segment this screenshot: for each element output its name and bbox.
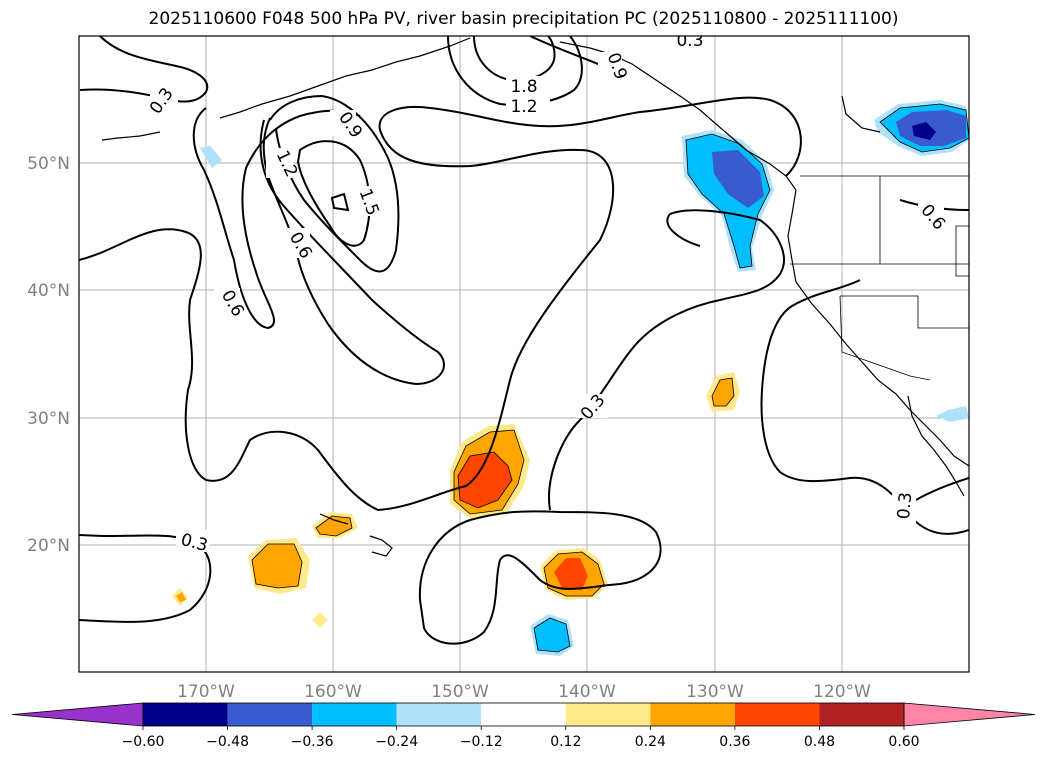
colorbar-bin xyxy=(819,703,904,726)
lon-tick-170w: 170°W xyxy=(177,682,235,702)
lon-tick-130w: 130°W xyxy=(686,682,744,702)
political-borders xyxy=(790,175,969,381)
colorbar-tick-label: 0.24 xyxy=(635,734,666,750)
colorbar-bin xyxy=(481,703,566,726)
map-background xyxy=(79,36,969,672)
contour-label-0-3-se: 0.3 xyxy=(894,491,916,520)
lon-tick-160w: 160°W xyxy=(304,682,362,702)
lat-tick-50n: 50°N xyxy=(27,154,70,174)
contour-label-0-3-top: 0.3 xyxy=(676,31,703,51)
colorbar-bin xyxy=(143,703,228,726)
colorbar-bin xyxy=(227,703,313,726)
map-title: 2025110600 F048 500 hPa PV, river basin … xyxy=(148,9,899,29)
contour-label-1-8: 1.8 xyxy=(510,77,537,97)
lon-tick-120w: 120°W xyxy=(813,682,871,702)
precip-positive-shading xyxy=(172,372,740,628)
colorbar-tick-label: −0.24 xyxy=(375,734,418,750)
pv-contours xyxy=(79,36,969,645)
colorbar-frame xyxy=(142,702,905,727)
colorbar-tick-label: −0.12 xyxy=(460,734,503,750)
coastlines xyxy=(101,37,969,557)
colorbar-tick-label: −0.48 xyxy=(206,734,249,750)
lat-tick-30n: 30°N xyxy=(27,409,70,429)
colorbar-bin xyxy=(650,703,735,726)
colorbar-tick-label: 0.60 xyxy=(888,734,919,750)
map-frame xyxy=(78,35,970,673)
colorbar-tick-label: 0.12 xyxy=(550,734,581,750)
lat-tick-labels: 50°N 40°N 30°N 20°N xyxy=(27,154,70,556)
colorbar-bin xyxy=(396,703,482,726)
colorbar-extend-low xyxy=(11,702,144,727)
colorbar-extend-high xyxy=(903,702,1036,727)
precip-negative-shading xyxy=(200,100,969,656)
contour-label-1-2-top: 1.2 xyxy=(510,97,537,117)
shading-outlines xyxy=(251,103,969,653)
colorbar-bin xyxy=(312,703,397,726)
colorbar-tick-label: 0.36 xyxy=(719,734,750,750)
lon-tick-140w: 140°W xyxy=(558,682,616,702)
lon-tick-150w: 150°W xyxy=(431,682,489,702)
colorbar: −0.60 −0.48 −0.36 −0.24 −0.12 0.12 0.24 0.36 0.4… xyxy=(11,702,1036,750)
map-panel: 1.8 1.2 0.9 0.3 0.9 0.3 1.2 1.5 0.6 0.6 … xyxy=(79,31,969,672)
colorbar-tick-label: −0.36 xyxy=(291,734,334,750)
lat-tick-20n: 20°N xyxy=(27,536,70,556)
lat-tick-40n: 40°N xyxy=(27,281,70,301)
colorbar-tick-label: 0.48 xyxy=(804,734,835,750)
colorbar-bin xyxy=(734,703,820,726)
colorbar-tick-label: −0.60 xyxy=(122,734,165,750)
colorbar-bin xyxy=(565,703,651,726)
lon-tick-labels: 170°W 160°W 150°W 140°W 130°W 120°W xyxy=(177,682,871,702)
